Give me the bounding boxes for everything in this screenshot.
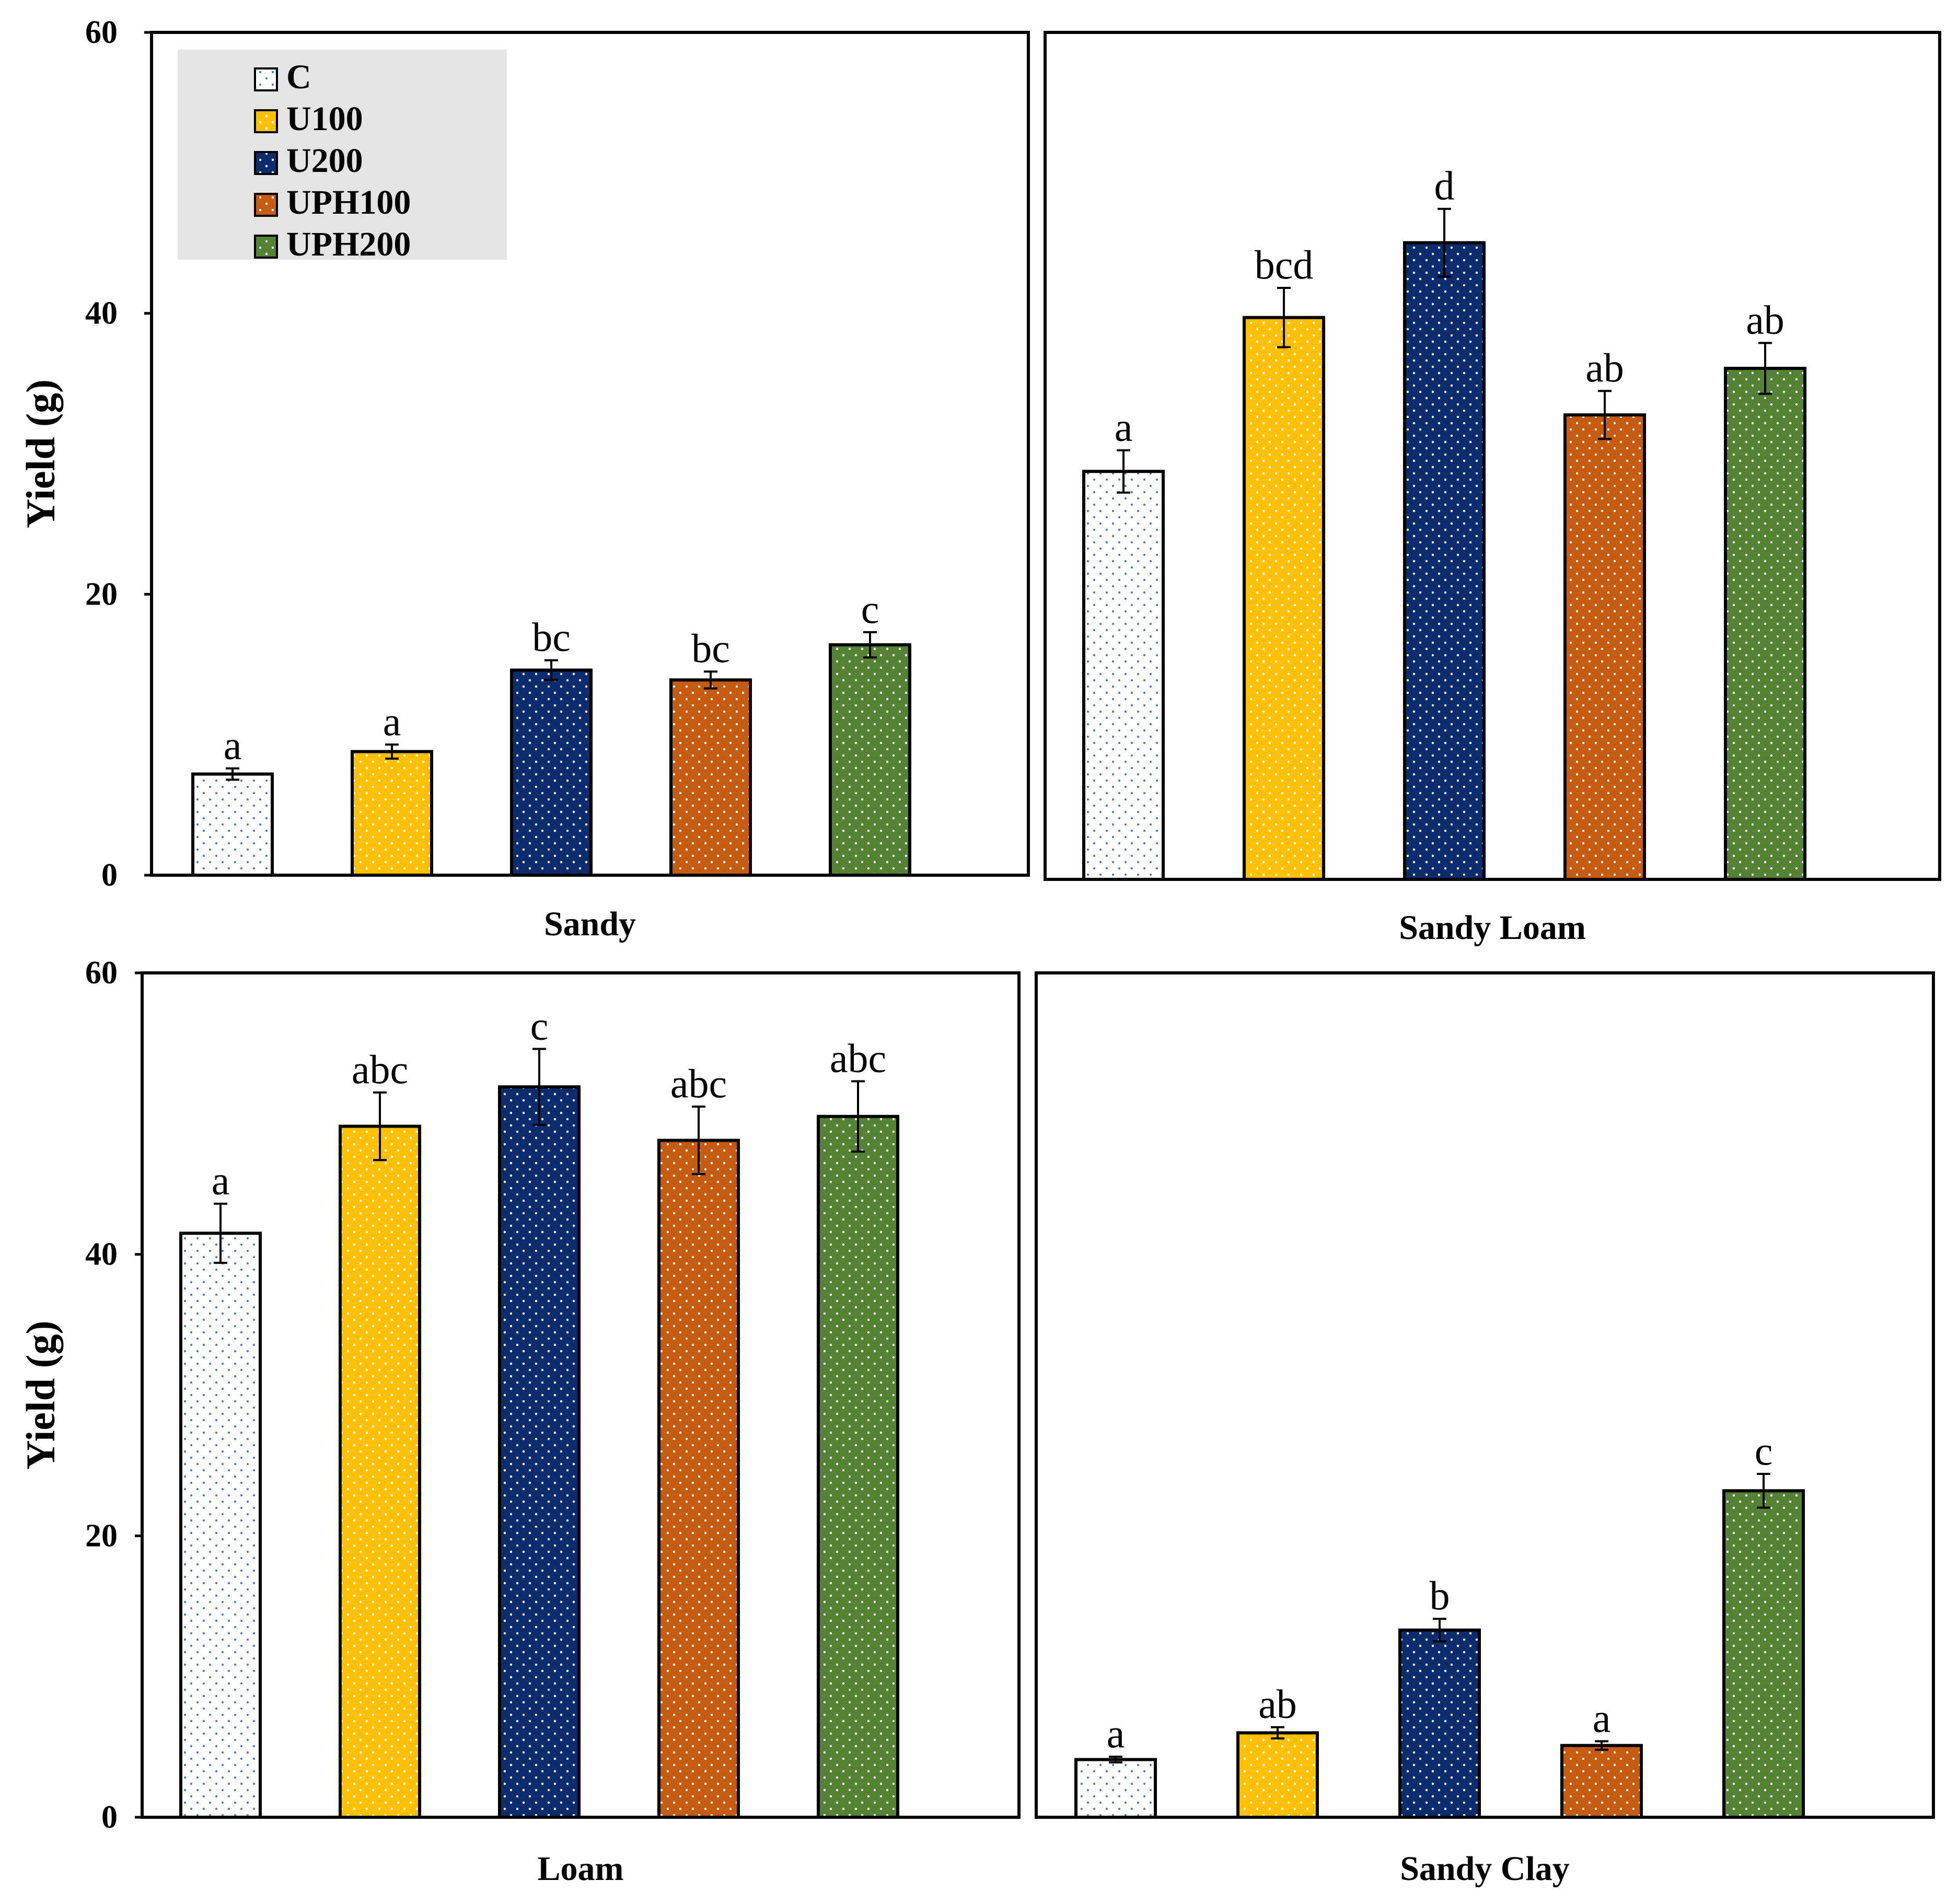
x-axis-label: Sandy Clay xyxy=(1400,1850,1570,1888)
significance-letter: a xyxy=(383,699,401,744)
plot-border xyxy=(1044,31,1941,881)
bar-series: a bcd d ab ab xyxy=(1082,163,1806,881)
y-tick-label: 60 xyxy=(85,15,118,50)
legend-background xyxy=(178,50,507,260)
significance-letter: a xyxy=(212,1158,230,1203)
bar-u100 xyxy=(339,1124,421,1819)
significance-letter: ab xyxy=(1258,1681,1297,1727)
bar-c xyxy=(191,772,274,877)
plot-frame xyxy=(1035,971,1935,1819)
bar-series: a a bc bc c xyxy=(191,586,911,877)
panel-sandy-clay: a ab b a c Sandy Clay xyxy=(1035,971,1935,1888)
x-axis-label: Sandy xyxy=(544,905,636,943)
bar-c xyxy=(1074,1758,1157,1819)
legend-swatch xyxy=(254,109,278,133)
significance-letter: a xyxy=(1115,404,1133,450)
bar-u100 xyxy=(1243,316,1325,881)
y-axis-ticks: 0 20 40 60 xyxy=(85,15,152,893)
panel-sandy-loam: a bcd d ab ab Sandy Loam xyxy=(1044,31,1941,947)
legend-item-u200: U200 xyxy=(254,142,363,180)
significance-letter: ab xyxy=(1746,297,1784,342)
legend-item-uph100: UPH100 xyxy=(254,183,411,222)
bar-uph100 xyxy=(669,678,752,877)
y-tick-label: 40 xyxy=(85,1237,118,1272)
significance-letter: bc xyxy=(691,625,730,671)
legend-label: UPH100 xyxy=(286,183,411,222)
bar-uph100 xyxy=(657,1139,740,1819)
bar-u100 xyxy=(351,750,433,877)
bar-uph100 xyxy=(1563,413,1646,881)
bar-uph200 xyxy=(829,643,911,877)
y-axis-label: Yield (g) xyxy=(18,379,63,528)
significance-letter: c xyxy=(1755,1428,1773,1473)
legend-label: U200 xyxy=(286,142,363,180)
legend-label: C xyxy=(286,58,311,96)
bar-uph200 xyxy=(1722,1489,1805,1819)
bar-uph200 xyxy=(1724,366,1806,881)
bar-u200 xyxy=(498,1085,581,1819)
significance-letter: c xyxy=(530,1003,549,1048)
legend-swatch xyxy=(254,193,278,217)
plot-border xyxy=(1035,971,1935,1819)
y-tick-label: 20 xyxy=(85,576,118,612)
y-tick-label: 0 xyxy=(101,857,118,893)
legend-swatch xyxy=(254,235,278,259)
bar-u100 xyxy=(1236,1731,1319,1819)
significance-letter: abc xyxy=(830,1035,886,1081)
bar-u200 xyxy=(1398,1628,1481,1819)
y-axis-ticks: 0 20 40 60 xyxy=(85,955,142,1835)
significance-letter: a xyxy=(1107,1711,1125,1756)
legend-label: U100 xyxy=(286,100,363,138)
y-tick-label: 20 xyxy=(85,1518,118,1553)
significance-letter: c xyxy=(861,586,879,632)
bar-uph100 xyxy=(1560,1744,1643,1819)
x-axis-label: Loam xyxy=(538,1850,624,1888)
bar-uph200 xyxy=(817,1114,899,1819)
bar-c xyxy=(179,1232,262,1819)
legend-swatch xyxy=(254,151,278,175)
panel-loam: 0 20 40 60 a abc c abc abc Loam Yield (g) xyxy=(18,955,1021,1888)
legend-label: UPH200 xyxy=(286,225,411,263)
bar-c xyxy=(1082,470,1165,881)
y-axis-label: Yield (g) xyxy=(18,1320,63,1469)
bar-series: a abc c abc abc xyxy=(179,1003,899,1819)
significance-letter: abc xyxy=(670,1061,727,1106)
significance-letter: a xyxy=(224,723,242,768)
significance-letter: a xyxy=(1593,1696,1611,1741)
legend-item-uph200: UPH200 xyxy=(254,225,411,263)
plot-frame xyxy=(1044,31,1941,881)
y-tick-label: 60 xyxy=(85,955,118,991)
bar-series: a ab b a c xyxy=(1074,1428,1805,1819)
bar-u200 xyxy=(1403,241,1486,881)
legend-item-u100: U100 xyxy=(254,100,363,138)
x-axis-label: Sandy Loam xyxy=(1399,909,1586,947)
y-tick-label: 40 xyxy=(85,296,118,331)
y-tick-label: 0 xyxy=(101,1799,118,1835)
significance-letter: b xyxy=(1430,1573,1450,1618)
significance-letter: abc xyxy=(352,1047,408,1092)
significance-letter: ab xyxy=(1585,345,1624,390)
legend-item-c: C xyxy=(254,58,311,96)
significance-letter: bc xyxy=(532,614,571,660)
legend-swatch xyxy=(254,67,278,91)
panel-sandy: 0 20 40 60 a a bc bc c Sandy Yield (g) xyxy=(18,15,1030,943)
significance-letter: d xyxy=(1434,163,1455,208)
bar-u200 xyxy=(510,668,593,877)
significance-letter: bcd xyxy=(1255,242,1314,287)
